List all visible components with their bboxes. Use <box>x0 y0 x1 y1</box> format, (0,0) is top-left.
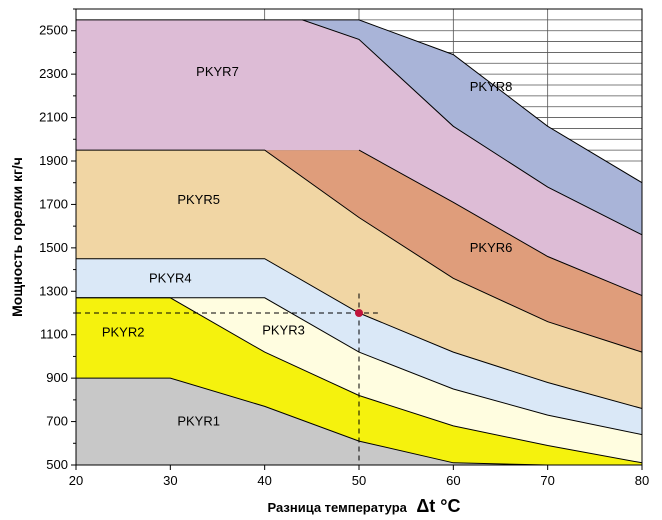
y-tick-label: 700 <box>46 414 68 429</box>
y-tick-label: 500 <box>46 457 68 472</box>
region-label-pkyr7: PKYR7 <box>196 64 239 79</box>
region-pkyr6 <box>264 150 642 353</box>
region-label-pkyr4: PKYR4 <box>149 270 192 285</box>
boundary-b6 <box>358 149 643 297</box>
y-axis: 500 700 900 1100 1300 1500 1700 1900 2100 2300 250… <box>39 8 76 472</box>
boundary-b3 <box>76 297 643 436</box>
regions <box>76 19 642 465</box>
x-tick-label: 50 <box>352 473 366 488</box>
boundary-b7 <box>76 19 643 236</box>
x-tick-label: 30 <box>163 473 177 488</box>
y-tick-label: 2100 <box>39 110 68 125</box>
boundary-b5 <box>76 149 643 353</box>
x-axis-title-text: Разница температура <box>268 500 408 515</box>
marker-group <box>355 309 363 317</box>
y-tick-label: 1700 <box>39 196 68 211</box>
y-tick-label: 1300 <box>39 283 68 298</box>
y-tick-label: 1500 <box>39 240 68 255</box>
x-axis: 20 30 40 50 60 70 80 <box>69 465 649 488</box>
y-axis-title: Мощность горелки кг/ч <box>9 157 25 317</box>
boundary-b4 <box>76 258 643 409</box>
region-labels: PKYR1 PKYR2 PKYR3 PKYR4 PKYR5 PKYR6 PKYR7 PKYR8 <box>102 64 513 429</box>
x-tick-label: 20 <box>69 473 83 488</box>
region-label-pkyr8: PKYR8 <box>470 79 513 94</box>
region-label-pkyr3: PKYR3 <box>262 322 305 337</box>
region-pkyr2 <box>76 297 642 465</box>
y-tick-label: 2300 <box>39 66 68 81</box>
x-tick-label: 40 <box>257 473 271 488</box>
x-tick-label: 80 <box>635 473 649 488</box>
operating-point-marker <box>355 309 363 317</box>
y-tick-label: 1900 <box>39 153 68 168</box>
region-pkyr3 <box>76 297 642 463</box>
y-tick-label: 2500 <box>39 23 68 38</box>
region-pkyr1 <box>76 378 642 465</box>
region-pkyr4 <box>76 258 642 435</box>
region-pkyr5 <box>76 150 642 409</box>
boundary-b8 <box>302 19 643 184</box>
x-axis-title: Разница температура Δt °C <box>268 496 461 516</box>
region-pkyr7 <box>76 19 642 296</box>
x-axis-title-symbol: Δt °C <box>416 496 460 516</box>
region-pkyr8 <box>302 19 642 235</box>
y-tick-label: 900 <box>46 370 68 385</box>
x-tick-label: 60 <box>446 473 460 488</box>
region-label-pkyr1: PKYR1 <box>177 414 220 429</box>
guide-lines <box>76 293 378 465</box>
region-label-pkyr2: PKYR2 <box>102 325 145 340</box>
y-tick-label: 1100 <box>40 327 68 342</box>
x-tick-label: 70 <box>540 473 554 488</box>
region-label-pkyr6: PKYR6 <box>470 240 513 255</box>
region-label-pkyr5: PKYR5 <box>177 192 220 207</box>
